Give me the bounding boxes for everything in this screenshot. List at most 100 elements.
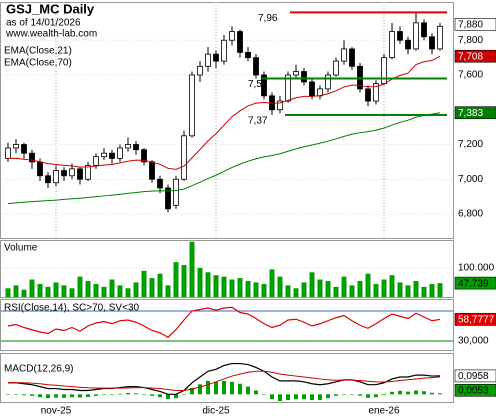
volume-bar bbox=[77, 276, 83, 297]
volume-bar bbox=[245, 281, 251, 297]
y-tick-label: 7,000 bbox=[458, 174, 483, 185]
volume-bar bbox=[133, 282, 139, 297]
candle-body bbox=[189, 74, 195, 137]
volume-bar bbox=[173, 262, 179, 297]
histogram-bar bbox=[206, 380, 210, 395]
histogram-bar bbox=[6, 394, 10, 395]
volume-bar bbox=[429, 283, 435, 297]
candle-body bbox=[133, 144, 139, 151]
histogram-bar bbox=[382, 394, 386, 396]
volume-bar bbox=[165, 285, 171, 297]
candle-body bbox=[253, 57, 259, 76]
volume-bar bbox=[181, 265, 187, 297]
candle-body bbox=[293, 71, 299, 76]
candle-body bbox=[5, 147, 11, 159]
line bbox=[8, 362, 441, 395]
candle-body bbox=[405, 39, 411, 50]
candle-body bbox=[365, 88, 371, 102]
candle-body bbox=[429, 36, 435, 50]
histogram-bar bbox=[262, 394, 266, 395]
candle-body bbox=[173, 178, 179, 206]
volume-bar bbox=[325, 281, 331, 297]
histogram-bar bbox=[190, 387, 194, 395]
panel-title: Volume bbox=[4, 243, 38, 254]
volume-bar bbox=[221, 276, 227, 297]
candle-body bbox=[45, 175, 51, 184]
histogram-bar bbox=[302, 394, 306, 400]
volume-bar bbox=[357, 281, 363, 297]
volume-bar bbox=[237, 278, 243, 297]
candle-body bbox=[197, 65, 203, 76]
histogram-bar bbox=[14, 394, 18, 395]
last-value-box bbox=[454, 276, 496, 290]
volume-bar bbox=[301, 282, 307, 297]
volume-bar bbox=[53, 282, 59, 297]
candle-body bbox=[213, 53, 219, 62]
histogram-bar bbox=[182, 394, 186, 395]
volume-bar bbox=[397, 282, 403, 297]
candle-body bbox=[21, 144, 27, 154]
y-tick-label: 30,000 bbox=[458, 336, 489, 347]
histogram-bar bbox=[238, 383, 242, 395]
histogram-bar bbox=[174, 394, 178, 399]
histogram-bar bbox=[230, 381, 234, 395]
histogram-bar bbox=[198, 384, 202, 395]
y-tick-label: 7,800 bbox=[458, 35, 483, 46]
histogram-bar bbox=[406, 391, 410, 395]
candle-body bbox=[341, 48, 347, 62]
histogram-bar bbox=[422, 391, 426, 395]
volume-bar bbox=[277, 276, 283, 297]
last-value-box bbox=[454, 106, 496, 120]
volume-bar bbox=[293, 288, 299, 297]
volume-bar bbox=[437, 283, 443, 297]
volume-bar bbox=[205, 272, 211, 297]
volume-bar bbox=[141, 270, 147, 297]
y-tick-label: 7,200 bbox=[458, 139, 483, 150]
candle-body bbox=[149, 161, 155, 180]
chart-title: GSJ_MC Daily bbox=[6, 1, 95, 16]
volume-bar bbox=[37, 283, 43, 297]
volume-bar bbox=[269, 269, 275, 297]
candle-body bbox=[437, 25, 443, 50]
candle-body bbox=[101, 152, 107, 158]
y-tick-label: 100.000 bbox=[458, 263, 495, 274]
volume-bar bbox=[373, 283, 379, 297]
volume-bar bbox=[29, 279, 35, 297]
histogram-bar bbox=[30, 394, 34, 396]
source: www.wealth-lab.com bbox=[5, 29, 97, 40]
histogram-bar bbox=[166, 394, 170, 400]
panel-title: MACD(12,26,9) bbox=[4, 364, 73, 375]
histogram-bar bbox=[150, 394, 154, 396]
candle-body bbox=[221, 39, 227, 62]
level-label: 7,58 bbox=[248, 79, 268, 90]
histogram-bar bbox=[278, 394, 282, 402]
candle-body bbox=[229, 31, 235, 41]
histogram-bar bbox=[222, 380, 226, 395]
candle-body bbox=[333, 60, 339, 76]
volume-bar bbox=[69, 288, 75, 297]
histogram-bar bbox=[254, 390, 258, 395]
last-value-label: 58,7777 bbox=[458, 315, 495, 326]
candle-body bbox=[325, 74, 331, 90]
histogram-bar bbox=[214, 381, 218, 395]
x-tick-label: dic-25 bbox=[202, 406, 230, 417]
volume-bar bbox=[189, 241, 195, 297]
volume-bar bbox=[381, 279, 387, 297]
volume-bar bbox=[261, 283, 267, 297]
histogram-bar bbox=[366, 394, 370, 398]
histogram-bar bbox=[126, 392, 130, 395]
volume-bar bbox=[421, 286, 427, 297]
last-value-label: 47.739 bbox=[458, 278, 489, 289]
histogram-bar bbox=[390, 391, 394, 395]
histogram-bar bbox=[118, 393, 122, 395]
candle-body bbox=[421, 22, 427, 38]
candle-body bbox=[285, 74, 291, 102]
candle-body bbox=[29, 152, 35, 163]
last-value-box bbox=[454, 18, 496, 31]
candle-body bbox=[309, 81, 315, 97]
volume-bar bbox=[61, 285, 67, 297]
volume-bar bbox=[109, 279, 115, 297]
candle-body bbox=[413, 22, 419, 50]
candle-body bbox=[389, 31, 395, 59]
